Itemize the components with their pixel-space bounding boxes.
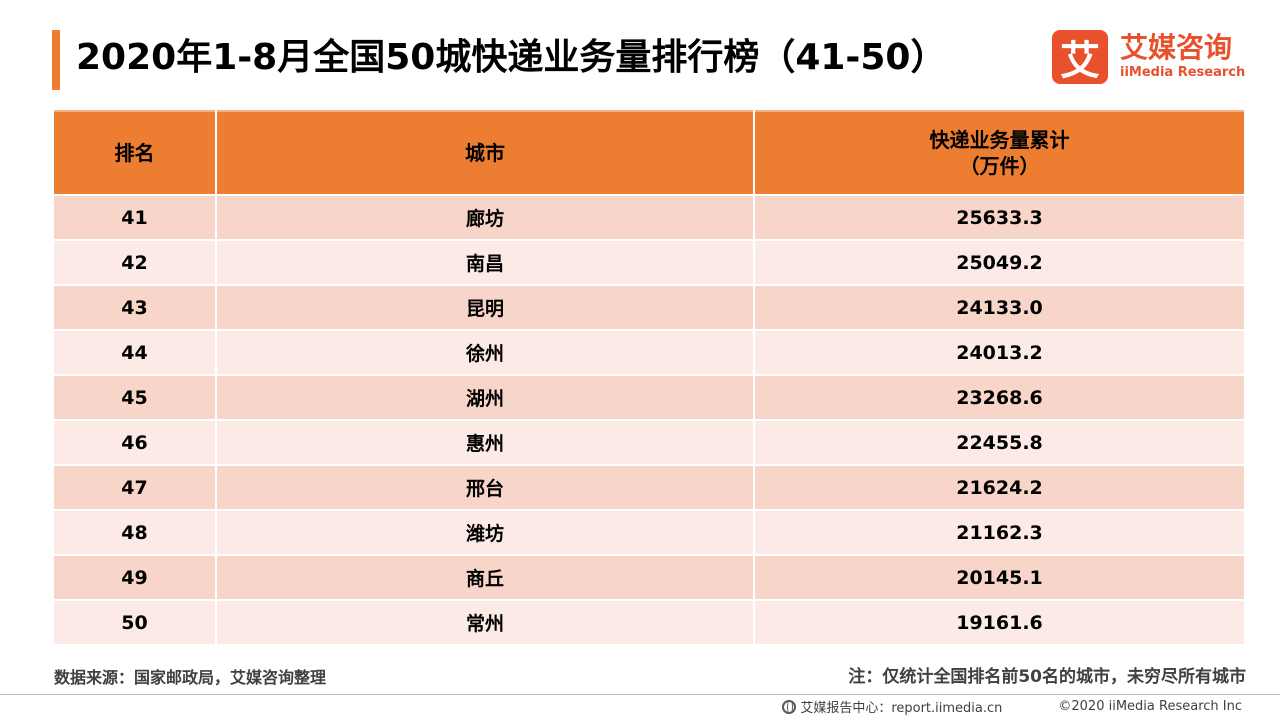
footer-site: 艾媒报告中心：report.iimedia.cn bbox=[800, 701, 1003, 716]
table-row: 42 南昌 25049.2 bbox=[54, 239, 1244, 285]
logo-name-en: iiMedia Research bbox=[1120, 65, 1246, 80]
cell-volume: 21624.2 bbox=[754, 464, 1244, 510]
cell-city: 常州 bbox=[216, 599, 755, 644]
cell-volume: 21162.3 bbox=[754, 509, 1244, 555]
cell-volume: 25633.3 bbox=[754, 194, 1244, 240]
table-row: 41 廊坊 25633.3 bbox=[54, 194, 1244, 240]
cell-volume: 24013.2 bbox=[754, 329, 1244, 375]
logo-name-cn: 艾媒咨询 bbox=[1120, 31, 1233, 64]
page-title: 2020年1-8月全国50城快递业务量排行榜（41-50） bbox=[76, 37, 947, 78]
header-rank: 排名 bbox=[54, 110, 217, 195]
cell-volume: 25049.2 bbox=[754, 239, 1244, 285]
cell-volume: 24133.0 bbox=[754, 284, 1244, 330]
table-body: 41 廊坊 25633.3 42 南昌 25049.2 43 昆明 24133.0 44 徐州 240… bbox=[54, 194, 1244, 644]
header-volume: 快递业务量累计 （万件） bbox=[754, 110, 1244, 195]
table-row: 48 潍坊 21162.3 bbox=[54, 509, 1244, 555]
cell-volume: 20145.1 bbox=[754, 554, 1244, 600]
cell-city: 徐州 bbox=[216, 329, 755, 375]
table-row: 49 商丘 20145.1 bbox=[54, 554, 1244, 600]
title-accent-bar bbox=[52, 30, 60, 90]
table-row: 43 昆明 24133.0 bbox=[54, 284, 1244, 330]
cell-city: 商丘 bbox=[216, 554, 755, 600]
cell-rank: 41 bbox=[54, 194, 217, 240]
header-volume-unit: （万件） bbox=[959, 154, 1040, 178]
ranking-table: 排名 城市 快递业务量累计 （万件） 41 廊坊 25633.3 42 南昌 25049.… bbox=[54, 110, 1244, 644]
cell-rank: 43 bbox=[54, 284, 217, 330]
globe-icon bbox=[782, 699, 797, 714]
cell-rank: 42 bbox=[54, 239, 217, 285]
table-row: 50 常州 19161.6 bbox=[54, 599, 1244, 644]
cell-rank: 49 bbox=[54, 554, 217, 600]
data-source: 数据来源：国家邮政局，艾媒咨询整理 bbox=[54, 668, 327, 687]
footnote: 注：仅统计全国排名前50名的城市，未穷尽所有城市 bbox=[848, 667, 1246, 687]
cell-city: 湖州 bbox=[216, 374, 755, 420]
cell-rank: 50 bbox=[54, 599, 217, 644]
table-row: 45 湖州 23268.6 bbox=[54, 374, 1244, 420]
table-row: 44 徐州 24013.2 bbox=[54, 329, 1244, 375]
table-header-row: 排名 城市 快递业务量累计 （万件） bbox=[54, 110, 1244, 195]
footer-divider bbox=[0, 694, 1280, 695]
cell-city: 廊坊 bbox=[216, 194, 755, 240]
cell-rank: 46 bbox=[54, 419, 217, 465]
cell-rank: 47 bbox=[54, 464, 217, 510]
footer-copyright: ©2020 iiMedia Research Inc bbox=[1058, 699, 1242, 714]
cell-volume: 22455.8 bbox=[754, 419, 1244, 465]
header-city: 城市 bbox=[216, 110, 755, 195]
iimedia-logo: 艾 艾媒咨询 iiMedia Research bbox=[1052, 30, 1262, 86]
page-footer: 艾媒报告中心：report.iimedia.cn ©2020 iiMedia R… bbox=[782, 697, 1242, 716]
table-row: 46 惠州 22455.8 bbox=[54, 419, 1244, 465]
logo-mark-icon: 艾 bbox=[1052, 30, 1108, 84]
cell-city: 邢台 bbox=[216, 464, 755, 510]
cell-city: 昆明 bbox=[216, 284, 755, 330]
cell-city: 南昌 bbox=[216, 239, 755, 285]
table-row: 47 邢台 21624.2 bbox=[54, 464, 1244, 510]
cell-volume: 19161.6 bbox=[754, 599, 1244, 644]
cell-rank: 48 bbox=[54, 509, 217, 555]
header-volume-label: 快递业务量累计 bbox=[929, 128, 1070, 152]
cell-rank: 45 bbox=[54, 374, 217, 420]
cell-volume: 23268.6 bbox=[754, 374, 1244, 420]
cell-rank: 44 bbox=[54, 329, 217, 375]
cell-city: 惠州 bbox=[216, 419, 755, 465]
cell-city: 潍坊 bbox=[216, 509, 755, 555]
